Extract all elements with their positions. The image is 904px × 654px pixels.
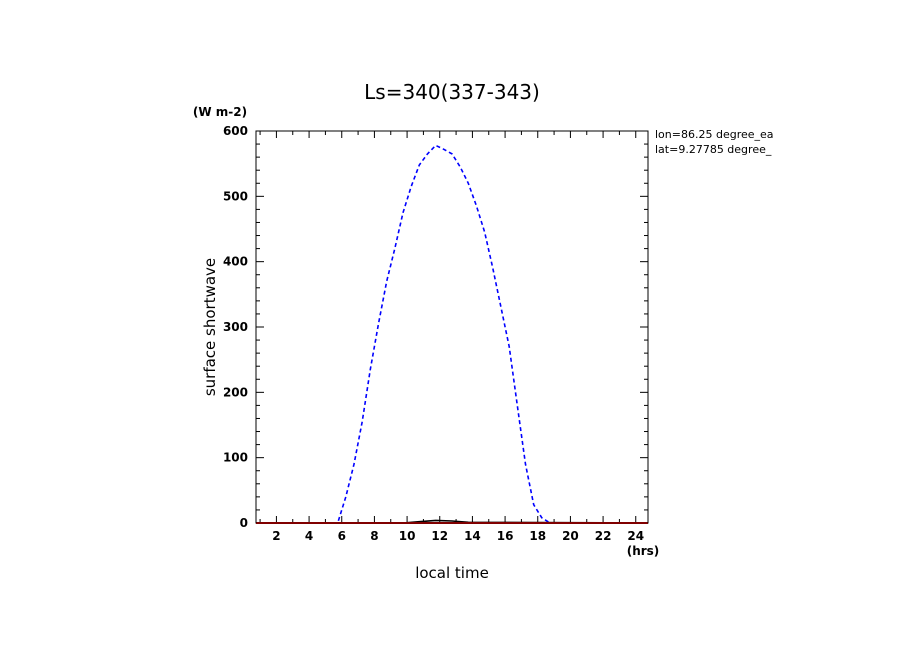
x-tick-label: 16: [497, 529, 514, 543]
x-tick-label: 20: [562, 529, 579, 543]
y-tick-label: 200: [223, 385, 248, 399]
x-tick-label: 2: [272, 529, 280, 543]
x-tick-label: 4: [305, 529, 313, 543]
y-tick-label: 500: [223, 189, 248, 203]
y-tick-label: 100: [223, 451, 248, 465]
x-tick-label: 6: [338, 529, 346, 543]
x-axis-label: local time: [415, 564, 489, 582]
x-axis-unit: (hrs): [627, 544, 660, 558]
annotation-lon: lon=86.25 degree_ea: [655, 128, 774, 141]
x-tick-label: 10: [399, 529, 416, 543]
y-tick-label: 400: [223, 255, 248, 269]
x-tick-label: 22: [595, 529, 612, 543]
x-tick-label: 12: [431, 529, 448, 543]
x-tick-label: 24: [627, 529, 644, 543]
x-tick-label: 14: [464, 529, 481, 543]
y-tick-label: 600: [223, 124, 248, 138]
y-axis-unit: (W m-2): [193, 105, 247, 119]
y-axis-label: surface shortwave: [201, 258, 219, 396]
plot-frame: [255, 130, 649, 524]
chart-title: Ls=340(337-343): [364, 80, 540, 104]
series-line-0: [256, 144, 648, 524]
y-tick-label: 300: [223, 320, 248, 334]
x-tick-label: 8: [370, 529, 378, 543]
x-tick-label: 18: [529, 529, 546, 543]
y-tick-label: 0: [240, 516, 248, 530]
annotation-lat: lat=9.27785 degree_: [655, 143, 772, 156]
